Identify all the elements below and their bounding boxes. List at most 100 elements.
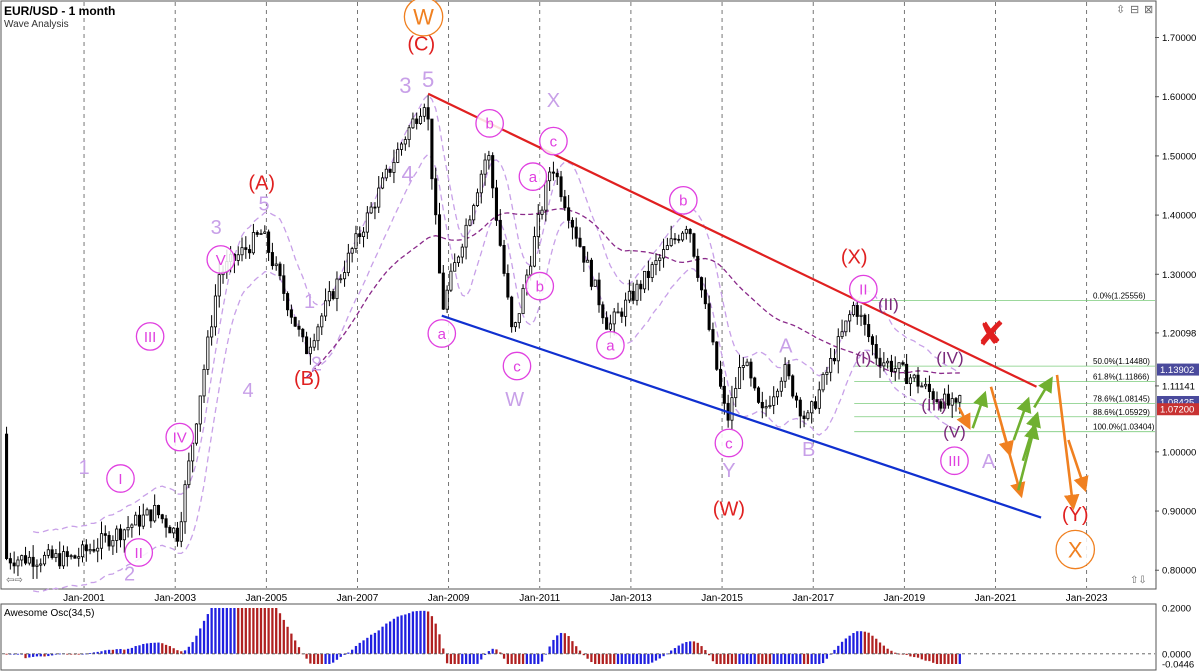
wave-label: a: [438, 326, 447, 343]
candle-body: [187, 460, 191, 486]
candle-body: [217, 274, 221, 297]
projection-arrow: [971, 390, 989, 429]
oscillator-bar: [385, 623, 388, 654]
chart-title: EUR/USD - 1 month: [4, 4, 116, 18]
oscillator-bar: [506, 653, 510, 664]
candle-body: [137, 514, 142, 527]
candle-body: [297, 325, 301, 330]
candle-body: [730, 397, 734, 421]
oscillator-bar: [916, 653, 920, 658]
oscillator-bar: [472, 653, 475, 664]
candle-body: [624, 299, 628, 317]
oscillator-bar: [502, 653, 506, 659]
wave-label: 2: [311, 353, 322, 375]
x-tick-label: Jan-2003: [154, 593, 196, 604]
candle-body: [631, 290, 635, 301]
oscillator-bar: [430, 616, 434, 654]
wave-labels: W(C)3 54(A)35VIII12(B)4IV1III2bXcabacWabc…: [78, 0, 1096, 585]
candle-body: [145, 509, 149, 516]
price-axis[interactable]: 1.70000 1.60000 1.50000 1.40000 1.30000 1.200…: [1155, 33, 1199, 577]
candle-body: [350, 248, 354, 254]
oscillator-bar: [628, 653, 631, 664]
oscillator-bar: [457, 653, 460, 664]
oscillator-bar: [863, 631, 866, 654]
candle-body: [939, 401, 943, 409]
scroll-up-down-icon[interactable]: ⇧⇩: [1130, 575, 1147, 586]
candle-body: [267, 231, 271, 253]
candle-body: [324, 300, 328, 317]
oscillator-bar: [878, 642, 882, 654]
candle-body: [605, 317, 609, 330]
oscillator-bar: [894, 652, 897, 654]
candle-body: [99, 533, 104, 549]
trend-lines[interactable]: [427, 92, 1042, 519]
x-tick-label: Jan-2021: [975, 593, 1017, 604]
candle-body: [255, 232, 259, 235]
close-icon[interactable]: ⊠: [1144, 4, 1154, 16]
x-tick-label: Jan-2017: [792, 593, 834, 604]
wave-label: IV: [173, 429, 187, 446]
price-pane[interactable]: 0.0%(1.25556) 50.0%(1.14480) 61.8%(1.11866…: [0, 0, 1157, 670]
oscillator-bars: [2, 608, 1155, 664]
candle-body: [130, 524, 134, 528]
resize-icon[interactable]: ⇳: [1116, 4, 1126, 16]
oscillator-bar: [347, 652, 350, 654]
wave-label: (IV): [936, 348, 963, 367]
candle-body: [734, 388, 738, 399]
candle-body: [384, 168, 388, 179]
oscillator-bar: [351, 649, 354, 654]
oscillator-bar: [73, 653, 77, 655]
candle-body: [775, 390, 780, 398]
candle-body: [453, 262, 457, 272]
candle-body: [886, 360, 890, 364]
oscillator-bar: [605, 653, 608, 664]
oscillator-bar: [685, 642, 688, 654]
wave-label: 4: [243, 380, 254, 402]
oscillator-bar: [195, 635, 198, 654]
oscillator-bar: [772, 653, 775, 664]
candle-body: [536, 214, 540, 237]
oscillator-bar: [480, 653, 483, 660]
minimize-icon[interactable]: ⊟: [1130, 4, 1140, 16]
candle-body: [548, 171, 552, 182]
projection-arrow: [956, 406, 971, 430]
wave-label: II: [859, 281, 867, 298]
oscillator-bar: [521, 653, 525, 664]
candle-body: [35, 564, 39, 567]
candle-body: [810, 401, 814, 414]
candle-body: [96, 547, 100, 552]
candle-body: [620, 311, 624, 317]
oscillator-bar: [218, 608, 221, 654]
candle-body: [567, 207, 571, 221]
invalidation-x-icon: ✘: [977, 314, 1006, 354]
fib-label: 100.0%(1.03404): [1093, 423, 1155, 432]
candle-body: [407, 127, 411, 140]
scroll-left-icon[interactable]: ⇦⇨: [6, 575, 23, 586]
oscillator-bar: [370, 634, 373, 654]
oscillator-bar: [594, 653, 597, 664]
candle-body: [696, 255, 700, 278]
oscillator-bar: [601, 653, 604, 664]
candle-body: [521, 287, 525, 315]
oscillator-bar: [700, 646, 703, 654]
oscillator-bar: [954, 653, 958, 664]
oscillator-bar: [111, 649, 115, 654]
wave-label-circle: [427, 319, 457, 348]
oscillator-bar: [730, 653, 734, 664]
candle-body: [741, 365, 745, 368]
oscillator-pane[interactable]: 0.2000 0.0000-0.0446: [0, 603, 1194, 671]
candle-body: [240, 247, 244, 256]
candle-body: [460, 246, 464, 258]
oscillator-bar: [882, 645, 885, 654]
candle-body: [931, 391, 935, 400]
candle-body: [286, 293, 290, 311]
candle-body: [274, 263, 278, 267]
candle-body: [111, 540, 115, 547]
oscillator-bar: [358, 642, 361, 654]
wave-label: b: [536, 279, 544, 296]
oscillator-bar: [491, 648, 494, 654]
candle-body: [312, 340, 316, 348]
candle-body: [794, 395, 799, 401]
wave-label: (B): [294, 368, 321, 390]
